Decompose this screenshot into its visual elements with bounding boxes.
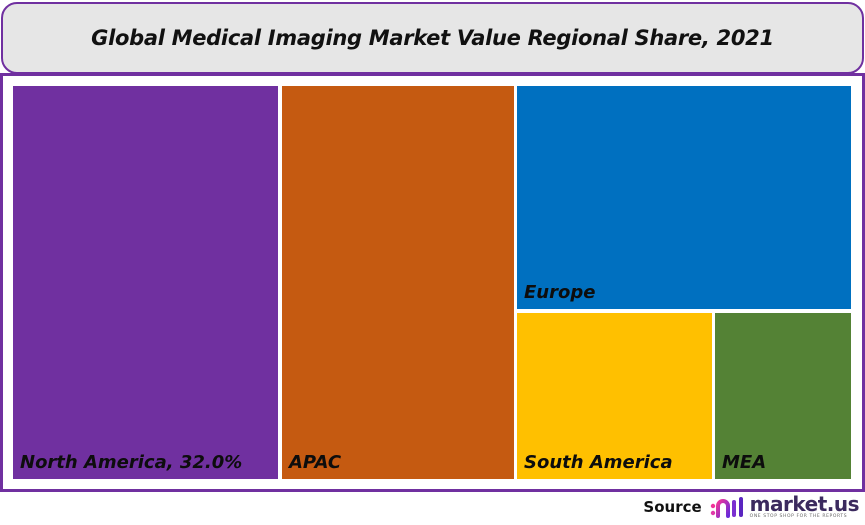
tile-label: Europe [524,282,596,303]
tile-mea: MEA [715,313,851,479]
brand-name: market.us [749,492,860,517]
tile-north-america: North America, 32.0% [13,86,278,479]
tile-south-america: South America [517,313,712,479]
tile-label: APAC [289,452,342,473]
chart-title: Global Medical Imaging Market Value Regi… [91,26,774,50]
market-us-logo-icon [710,497,743,518]
brand-tagline: ONE STOP SHOP FOR THE REPORTS [749,514,848,520]
market-us-logo: market.us ONE STOP SHOP FOR THE REPORTS [710,492,860,520]
tile-apac: APAC [282,86,514,479]
tile-europe: Europe [517,86,851,309]
treemap-chart: North America, 32.0% APAC Europe South A… [0,73,865,492]
tile-label: MEA [722,452,767,473]
chart-title-box: Global Medical Imaging Market Value Regi… [1,2,864,74]
source-label: Source [643,498,702,516]
source-attribution: Source market.us ONE STOP SHOP FOR THE R… [643,492,859,522]
tile-label: South America [524,452,673,473]
tile-label: North America, 32.0% [20,452,243,473]
